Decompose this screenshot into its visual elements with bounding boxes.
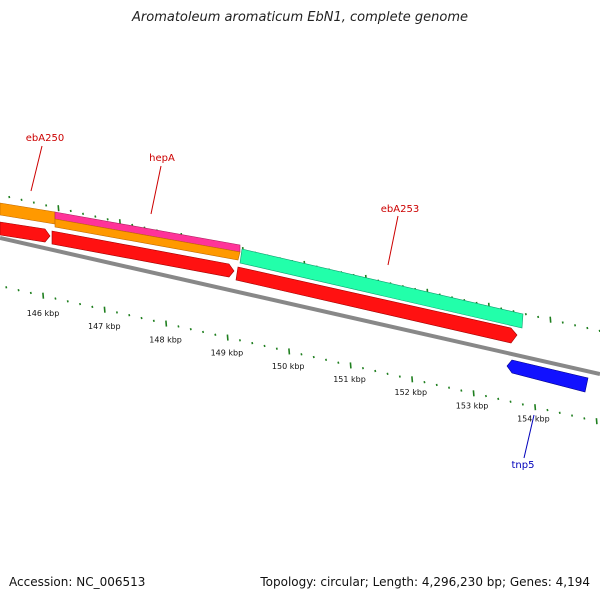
inner-minor-tick	[435, 383, 438, 387]
inner-minor-tick	[17, 288, 20, 292]
feature-orange-2[interactable]	[54, 218, 241, 261]
inner-minor-tick	[386, 372, 389, 375]
outer-minor-tick	[69, 209, 72, 213]
tnp5-label[interactable]: tnp5	[512, 460, 535, 471]
inner-minor-tick	[497, 397, 500, 401]
inner-major-tick	[42, 292, 45, 299]
outer-minor-tick	[45, 204, 48, 207]
inner-minor-tick	[189, 327, 192, 331]
inner-minor-tick	[238, 339, 241, 342]
outer-minor-tick	[94, 215, 97, 218]
inner-minor-tick	[398, 375, 401, 378]
feature-red-2[interactable]	[51, 230, 235, 278]
kbp-label: 147 kbp	[88, 322, 121, 331]
map-title: Aromatoleum aromaticum EbN1, complete ge…	[132, 10, 468, 25]
inner-minor-tick	[140, 316, 143, 320]
kbp-label: 148 kbp	[149, 335, 182, 344]
outer-minor-tick	[8, 195, 11, 199]
feature-red-1[interactable]	[0, 221, 51, 243]
inner-minor-tick	[214, 333, 217, 336]
ebA250-leader	[30, 145, 43, 192]
eba253-leader	[387, 215, 399, 266]
outer-major-tick	[57, 205, 60, 212]
kbp-label: 146 kbp	[27, 309, 60, 318]
kbp-label: 152 kbp	[394, 388, 427, 397]
inner-minor-tick	[312, 355, 315, 359]
inner-minor-tick	[152, 319, 155, 323]
outer-minor-tick	[106, 218, 109, 221]
inner-minor-tick	[79, 302, 82, 306]
eba253-label[interactable]: ebA253	[381, 204, 419, 215]
inner-minor-tick	[54, 297, 57, 300]
inner-minor-tick	[202, 330, 205, 334]
outer-minor-tick	[574, 324, 577, 327]
inner-minor-tick	[29, 291, 32, 295]
ebA250-label[interactable]: ebA250	[26, 133, 64, 144]
inner-minor-tick	[558, 411, 561, 415]
feature-tnp5[interactable]	[506, 359, 589, 393]
inner-minor-tick	[5, 286, 8, 289]
outer-major-tick	[549, 316, 552, 323]
inner-minor-tick	[374, 369, 377, 373]
hepa-label[interactable]: hepA	[149, 153, 175, 164]
inner-minor-tick	[361, 367, 364, 370]
accession-text: Accession: NC_006513	[9, 575, 146, 589]
genome-backbone	[0, 236, 600, 376]
inner-major-tick	[472, 390, 475, 397]
inner-minor-tick	[484, 394, 487, 398]
outer-minor-tick	[561, 321, 564, 324]
inner-minor-tick	[509, 400, 512, 403]
outer-minor-tick	[20, 198, 23, 202]
tnp5-leader	[523, 414, 535, 459]
inner-minor-tick	[583, 417, 586, 420]
inner-major-tick	[349, 362, 352, 369]
feature-eba253[interactable]	[239, 248, 524, 329]
inner-minor-tick	[571, 414, 574, 417]
outer-minor-tick	[82, 212, 85, 215]
outer-minor-tick	[524, 312, 527, 316]
kbp-label: 149 kbp	[211, 349, 244, 358]
inner-major-tick	[411, 376, 414, 383]
outer-minor-tick	[537, 315, 540, 319]
inner-minor-tick	[177, 325, 180, 328]
inner-minor-tick	[115, 311, 118, 314]
inner-minor-tick	[448, 386, 451, 389]
inner-minor-tick	[300, 353, 303, 356]
inner-major-tick	[534, 404, 537, 411]
outer-minor-tick	[32, 201, 35, 204]
inner-minor-tick	[251, 341, 254, 345]
outer-minor-tick	[586, 326, 589, 330]
inner-major-tick	[226, 334, 229, 341]
inner-major-tick	[595, 418, 598, 425]
inner-minor-tick	[325, 358, 328, 362]
topology-text: Topology: circular; Length: 4,296,230 bp…	[260, 575, 590, 589]
feature-track	[0, 202, 589, 393]
inner-major-tick	[165, 320, 168, 327]
inner-major-tick	[103, 306, 106, 313]
kbp-label: 150 kbp	[272, 362, 305, 371]
kbp-label: 153 kbp	[456, 401, 489, 410]
hepa-leader	[150, 165, 162, 215]
inner-minor-tick	[128, 314, 131, 317]
inner-minor-tick	[460, 389, 463, 392]
inner-minor-tick	[521, 403, 524, 406]
gene-labels: ebA250 hepA ebA253 tnp5	[26, 133, 535, 471]
inner-minor-tick	[66, 300, 69, 303]
inner-minor-tick	[337, 361, 340, 364]
inner-minor-tick	[275, 347, 278, 350]
inner-major-tick	[288, 348, 291, 355]
inner-minor-tick	[546, 408, 549, 412]
inner-minor-tick	[423, 380, 426, 384]
feature-red-3[interactable]	[235, 266, 518, 344]
kbp-label: 151 kbp	[333, 375, 366, 384]
inner-tick-row	[5, 286, 598, 425]
inner-minor-tick	[263, 344, 266, 348]
inner-minor-tick	[91, 305, 94, 309]
